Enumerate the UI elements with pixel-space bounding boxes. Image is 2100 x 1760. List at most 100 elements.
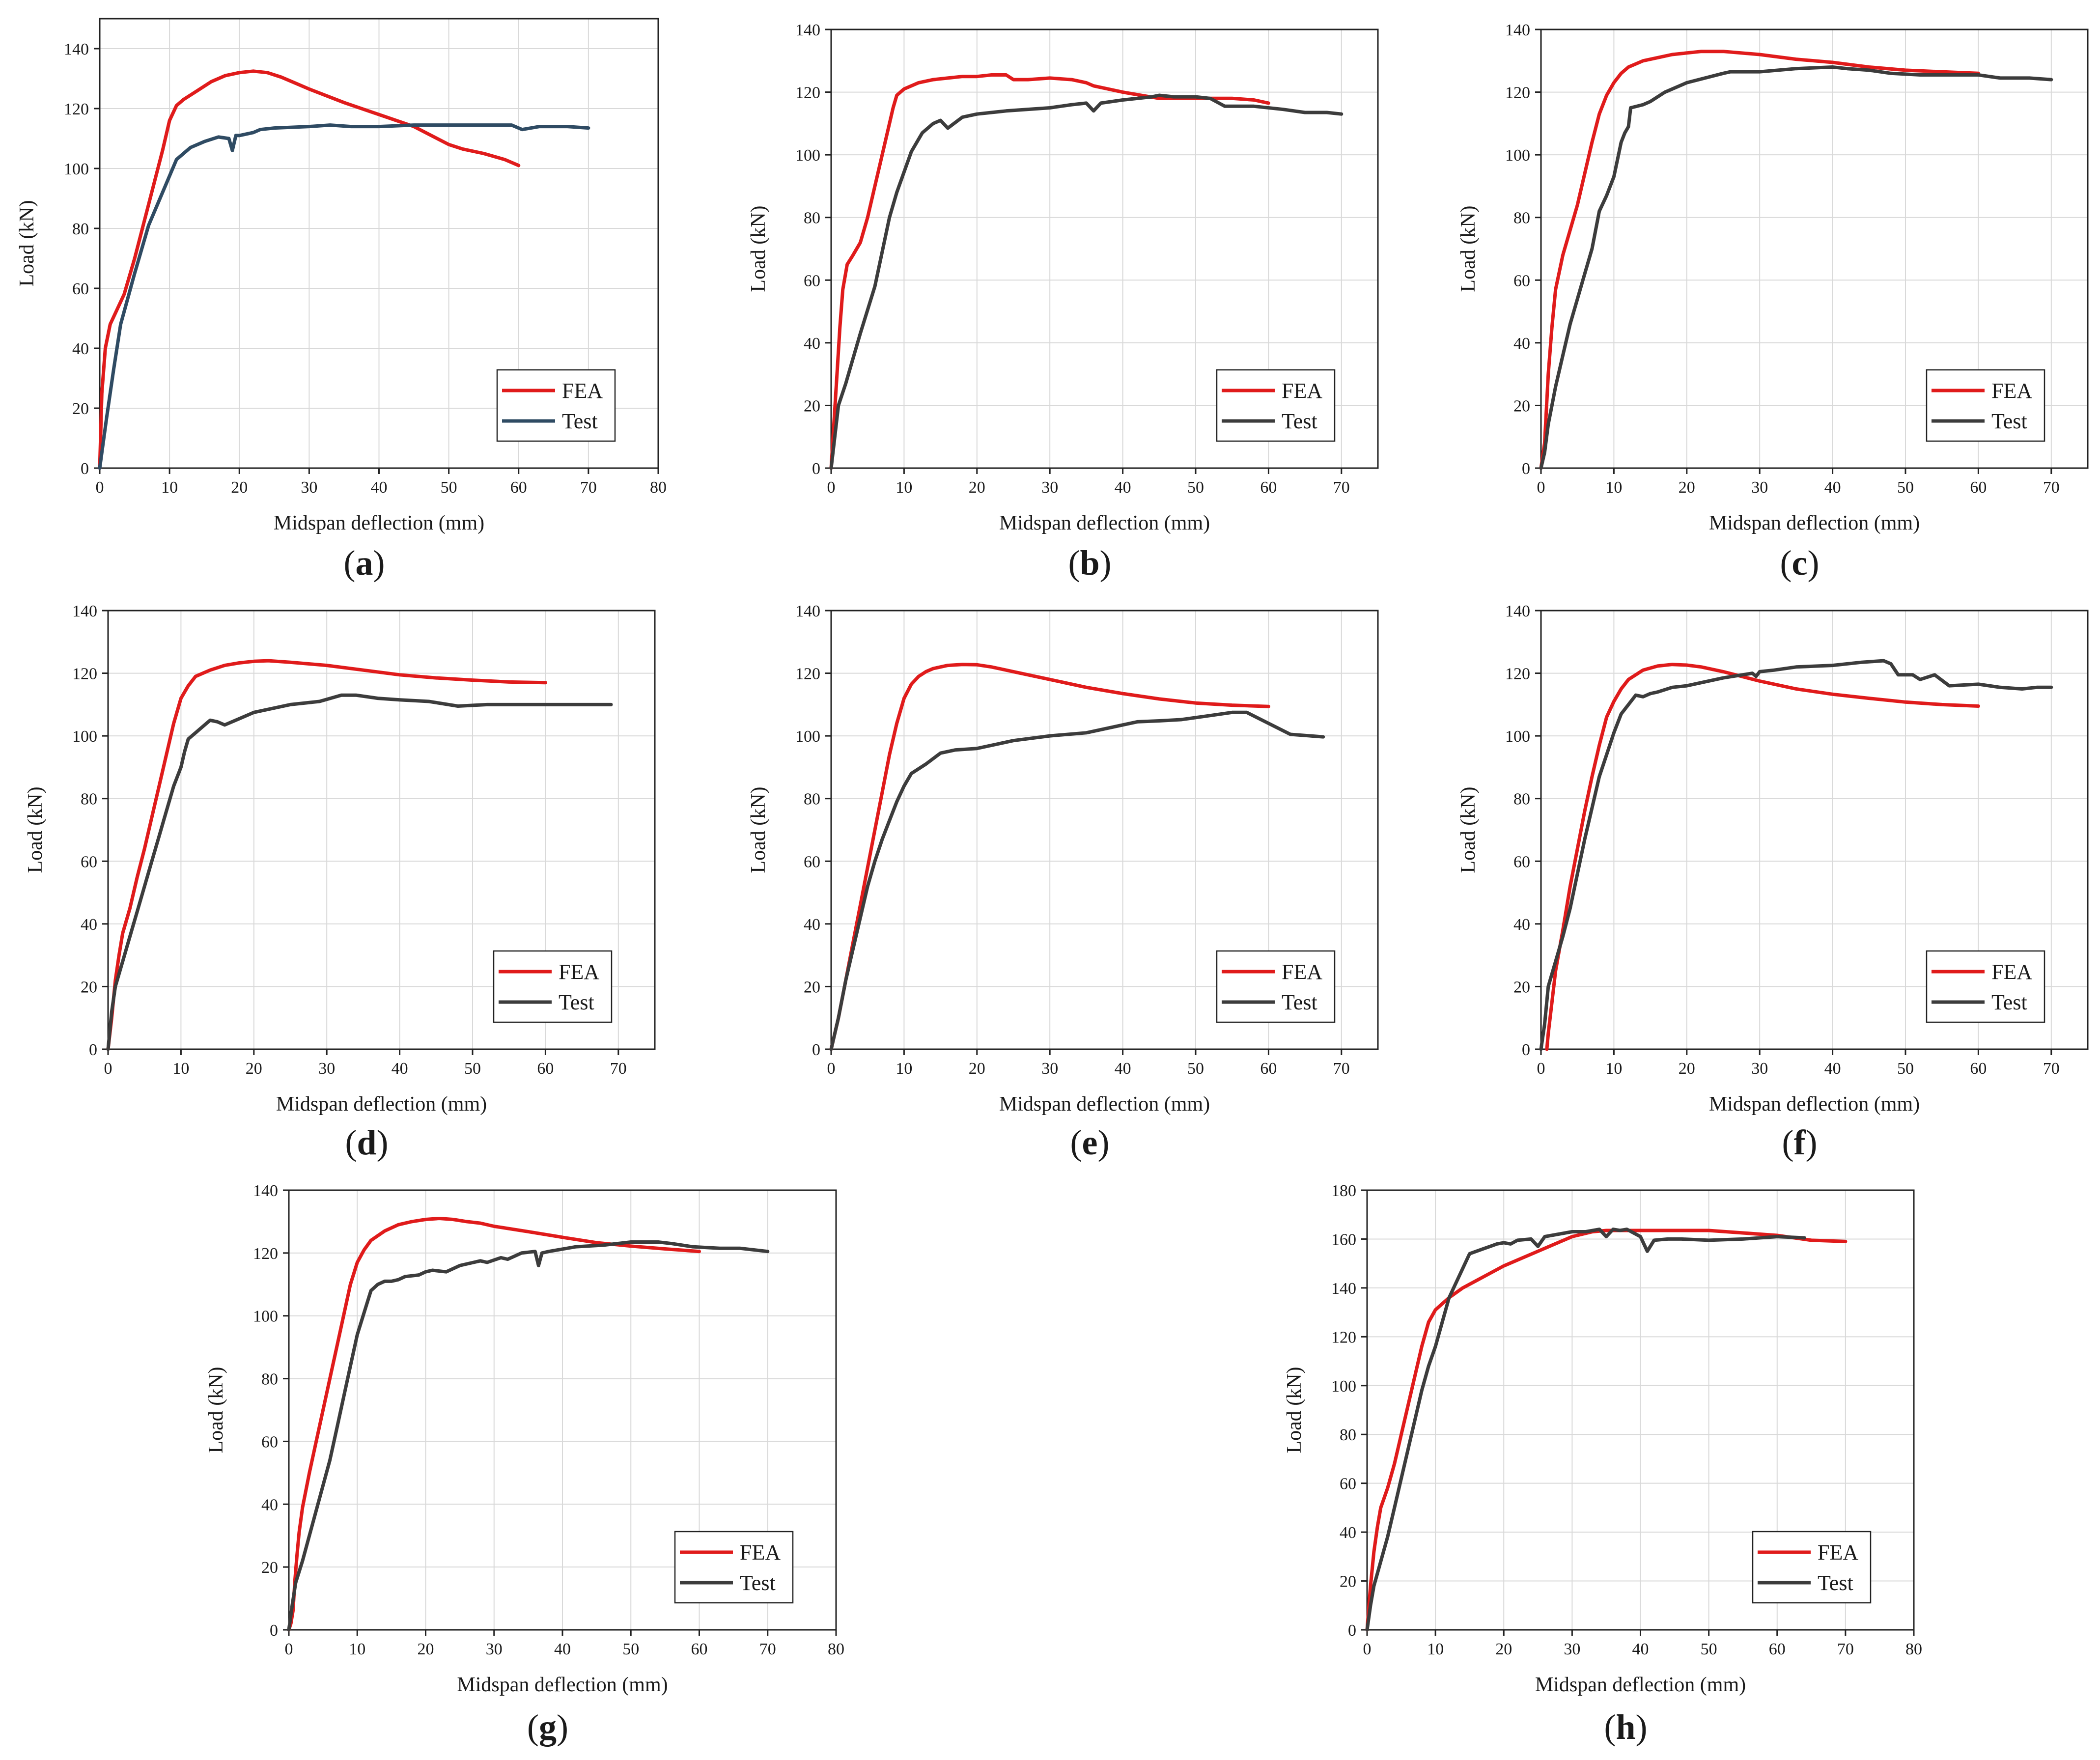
chart-b-xtick-label-20: 20 — [969, 478, 985, 497]
chart-h-xtick-label-0: 0 — [1363, 1640, 1372, 1658]
chart-c-xlabel: Midspan deflection (mm) — [1709, 512, 1920, 534]
chart-g-ylabel: Load (kN) — [205, 1367, 227, 1453]
chart-c-panel-label-letter: c — [1792, 543, 1808, 583]
chart-f-series-test — [1539, 659, 2053, 1051]
chart-a-series-test — [98, 123, 590, 470]
chart-c-panel-label-open: ( — [1780, 543, 1792, 583]
chart-f-xtick-label-40: 40 — [1824, 1060, 1841, 1078]
chart-a-panel-label: (a) — [344, 543, 385, 583]
chart-a-panel-label-close: ) — [373, 543, 385, 583]
chart-e-ytick-label-0: 0 — [812, 1041, 820, 1059]
chart-h-ytick-label-20: 20 — [1340, 1573, 1356, 1591]
chart-d-panel-label-open: ( — [345, 1123, 357, 1162]
chart-f-ytick-label-80: 80 — [1513, 790, 1530, 809]
chart-g-xtick-label-20: 20 — [418, 1640, 434, 1658]
chart-h-panel-label: (h) — [1604, 1707, 1647, 1747]
chart-b-xlabel: Midspan deflection (mm) — [999, 512, 1210, 534]
chart-h-panel-label-close: ) — [1636, 1707, 1648, 1747]
chart-d-xtick-label-30: 30 — [318, 1060, 335, 1078]
chart-g-panel-label-letter: g — [539, 1707, 557, 1747]
chart-e-xtick-label-40: 40 — [1115, 1060, 1131, 1078]
chart-h-legend-box — [1752, 1531, 1872, 1604]
chart-h-ytick-label-180: 180 — [1331, 1182, 1356, 1200]
chart-d-ytick-label-100: 100 — [72, 727, 97, 746]
chart-a-ytick-label-20: 20 — [72, 400, 89, 418]
chart-g-panel-label-open: ( — [527, 1707, 539, 1747]
chart-e-xtick-label-60: 60 — [1260, 1060, 1277, 1078]
chart-a-xtick-label-70: 70 — [580, 478, 597, 497]
chart-b-panel-label-open: ( — [1068, 543, 1080, 583]
chart-f-ytick-label-20: 20 — [1513, 978, 1530, 996]
chart-f-xtick-label-0: 0 — [1537, 1060, 1545, 1078]
chart-g-ytick-label-140: 140 — [253, 1182, 278, 1200]
chart-e-ytick-label-40: 40 — [804, 916, 820, 934]
chart-b-frame — [830, 28, 1379, 469]
chart-b-ytick-label-40: 40 — [804, 335, 820, 353]
chart-e-xtick-label-0: 0 — [827, 1060, 836, 1078]
chart-c-ytick-label-120: 120 — [1505, 84, 1530, 102]
chart-c: 0 10 20 30 40 50 60 70 0 20 40 60 80 100 120 140 Midspan… — [1457, 21, 2089, 583]
chart-g-legend: FEA Test — [674, 1531, 794, 1604]
chart-d-ylabel: Load (kN) — [24, 786, 47, 873]
chart-c-ytick-label-40: 40 — [1513, 335, 1530, 353]
chart-d-ytick-label-60: 60 — [81, 853, 97, 871]
chart-b-xtick-label-10: 10 — [896, 478, 912, 497]
chart-a-legend-box — [496, 369, 616, 442]
chart-e-legend-label-fea: FEA — [1282, 960, 1322, 984]
chart-c-legend: FEA Test — [1926, 369, 2045, 442]
chart-e-frame — [830, 610, 1379, 1050]
chart-b-xtick-label-40: 40 — [1115, 478, 1131, 497]
chart-g-ytick-label-40: 40 — [261, 1496, 278, 1514]
chart-f-ytick-label-140: 140 — [1505, 602, 1530, 620]
chart-d-ytick-label-120: 120 — [72, 665, 97, 683]
chart-f-ylabel: Load (kN) — [1457, 786, 1480, 873]
chart-e-panel-label-close: ) — [1097, 1123, 1109, 1162]
chart-c-panel-label-close: ) — [1807, 543, 1819, 583]
chart-g-series-fea — [287, 1217, 701, 1632]
chart-h-series-fea — [1365, 1229, 1848, 1632]
chart-f-ytick-label-120: 120 — [1505, 665, 1530, 683]
chart-h-xtick-label-10: 10 — [1427, 1640, 1444, 1658]
chart-a-xtick-label-10: 10 — [161, 478, 178, 497]
chart-b-panel-label-letter: b — [1080, 543, 1099, 583]
chart-d-series-test — [106, 693, 613, 1051]
chart-g-ytick-label-80: 80 — [261, 1370, 278, 1389]
chart-b-legend: FEA Test — [1216, 369, 1336, 442]
chart-e-ytick-label-80: 80 — [804, 790, 820, 809]
chart-c-xtick-label-40: 40 — [1824, 478, 1841, 497]
chart-e-series-fea — [829, 663, 1270, 1051]
chart-e-ytick-label-20: 20 — [804, 978, 820, 996]
chart-c-legend-box — [1926, 369, 2045, 442]
chart-a-ytick-label-80: 80 — [72, 220, 89, 238]
chart-d-legend-label-test: Test — [559, 990, 594, 1014]
chart-f-panel-label-letter: f — [1794, 1123, 1806, 1162]
chart-a-xtick-label-30: 30 — [301, 478, 317, 497]
chart-e-legend-box — [1216, 950, 1336, 1023]
chart-d-xtick-label-40: 40 — [392, 1060, 408, 1078]
chart-d: 0 10 20 30 40 50 60 70 0 20 40 60 80 100 120 140 Midspan… — [24, 602, 656, 1162]
chart-g-ytick-label-20: 20 — [261, 1559, 278, 1577]
chart-h-ytick-label-100: 100 — [1331, 1377, 1356, 1396]
chart-f-xtick-label-60: 60 — [1970, 1060, 1987, 1078]
chart-g-legend-box — [674, 1531, 794, 1604]
chart-g-legend-label-test: Test — [740, 1571, 776, 1595]
chart-g: 0 10 20 30 40 50 60 70 80 0 20 40 60 80 100 120 140 Midsp… — [205, 1182, 844, 1747]
chart-c-xtick-label-60: 60 — [1970, 478, 1987, 497]
chart-h-ytick-label-160: 160 — [1331, 1230, 1356, 1249]
chart-b-legend-box — [1216, 369, 1336, 442]
chart-d-xtick-label-70: 70 — [610, 1060, 627, 1078]
chart-c-xtick-label-10: 10 — [1605, 478, 1622, 497]
chart-f-legend-label-fea: FEA — [1991, 960, 2032, 984]
chart-f-series-fea — [1545, 663, 1980, 1051]
chart-g-ytick-label-60: 60 — [261, 1433, 278, 1451]
chart-h-xtick-label-80: 80 — [1905, 1640, 1922, 1658]
chart-e-xtick-label-10: 10 — [896, 1060, 912, 1078]
chart-a-ytick-label-60: 60 — [72, 280, 89, 298]
chart-a-xtick-label-80: 80 — [650, 478, 667, 497]
chart-f-legend: FEA Test — [1926, 950, 2045, 1023]
chart-h-ytick-label-60: 60 — [1340, 1475, 1356, 1493]
chart-e-xlabel: Midspan deflection (mm) — [999, 1093, 1210, 1116]
chart-g-ytick-label-120: 120 — [253, 1245, 278, 1263]
chart-b-xtick-label-30: 30 — [1041, 478, 1058, 497]
